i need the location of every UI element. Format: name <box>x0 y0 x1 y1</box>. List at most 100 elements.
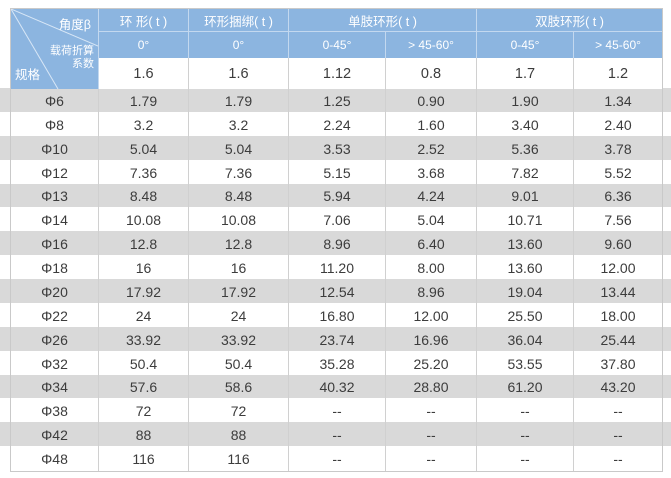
value-cell: -- <box>386 447 477 471</box>
value-cell: 24 <box>189 303 289 328</box>
spec-cell: Φ8 <box>11 112 99 137</box>
value-cell: 8.96 <box>289 232 386 257</box>
spec-cell: Φ16 <box>11 232 99 257</box>
table-row: Φ16 12.8 12.8 8.96 6.40 13.60 9.60 <box>11 232 662 257</box>
load-coefficient-label: 载荷折算 系数 <box>50 45 94 70</box>
stripe-band <box>0 326 671 351</box>
value-cell: 33.92 <box>189 327 289 352</box>
value-cell: 2.40 <box>604 116 632 133</box>
table-row: Φ22 24 24 16.80 12.00 25.50 18.00 <box>11 303 662 328</box>
spec-cell: Φ34 <box>11 375 99 400</box>
corner-header-cell: 角度β 载荷折算 系数 规格 <box>11 9 99 89</box>
spec-cell: Φ10 <box>11 136 99 161</box>
value-cell: 16 <box>99 256 189 280</box>
value-cell: 12.8 <box>99 232 189 257</box>
stripe-band <box>0 374 671 399</box>
table-row: Φ12 7.36 7.36 5.15 3.68 7.82 5.52 <box>11 160 662 185</box>
value-cell: 8.48 <box>99 184 189 209</box>
stripe-band <box>0 422 671 447</box>
value-cell: -- <box>289 423 386 448</box>
spec-cell: Φ18 <box>11 256 99 280</box>
value-cell: 1.79 <box>99 89 189 113</box>
coefficient-cell: 0.8 <box>386 58 477 89</box>
value-cell: 18.00 <box>600 307 636 324</box>
value-cell: 1.34 <box>604 92 632 109</box>
table-row: Φ10 5.04 5.04 3.53 2.52 5.36 3.78 <box>11 136 662 161</box>
spec-cell: Φ22 <box>11 303 99 328</box>
value-cell: 3.2 <box>189 112 289 137</box>
value-cell: 19.04 <box>477 280 574 304</box>
value-cell: 35.28 <box>289 351 386 376</box>
value-cell: 7.06 <box>289 208 386 233</box>
value-cell: 43.20 <box>600 379 636 396</box>
col-group-ring: 环 形( t ) <box>99 9 189 32</box>
value-cell: 1.60 <box>386 112 477 137</box>
value-cell: 7.36 <box>99 160 189 185</box>
value-cell: 7.82 <box>477 160 574 185</box>
value-cell: 116 <box>189 447 289 471</box>
value-cell: 9.60 <box>604 236 632 253</box>
value-cell: 11.20 <box>289 256 386 280</box>
col-group-single-leg-ring: 单肢环形( t ) <box>289 9 477 32</box>
spec-cell: Φ48 <box>11 447 99 471</box>
value-cell: 16.80 <box>289 303 386 328</box>
spec-corner-label: 规格 <box>15 68 41 82</box>
value-cell: 58.6 <box>189 375 289 400</box>
value-cell: 7.36 <box>189 160 289 185</box>
table-row: Φ8 3.2 3.2 2.24 1.60 3.40 2.40 <box>11 112 662 137</box>
value-cell: 37.80 <box>600 355 636 372</box>
coefficient-cell: 1.2 <box>574 58 662 89</box>
spec-cell: Φ32 <box>11 351 99 376</box>
load-spec-table: 角度β 载荷折算 系数 规格 环 形( t ) 环形捆绑( t ) 单肢环形( … <box>10 8 663 472</box>
table-body: Φ6 1.79 1.79 1.25 0.90 1.90 1.34 Φ8 3.2 3.2 2.24 1.… <box>11 89 662 471</box>
value-cell: 3.53 <box>289 136 386 161</box>
value-cell: 2.52 <box>386 136 477 161</box>
value-cell: 33.92 <box>99 327 189 352</box>
value-cell: 36.04 <box>477 327 574 352</box>
value-cell: 72 <box>99 399 189 424</box>
diagonal-divider-lines <box>11 9 98 89</box>
table-row: Φ18 16 16 11.20 8.00 13.60 12.00 <box>11 256 662 280</box>
value-cell: 25.20 <box>386 351 477 376</box>
value-cell: 10.71 <box>477 208 574 233</box>
value-cell: 50.4 <box>99 351 189 376</box>
spec-cell: Φ42 <box>11 423 99 448</box>
value-cell: 5.04 <box>99 136 189 161</box>
spec-cell: Φ13 <box>11 184 99 209</box>
value-cell: 13.60 <box>477 232 574 257</box>
value-cell: 13.44 <box>600 283 636 300</box>
value-cell: 3.78 <box>604 140 632 157</box>
angle-beta-label: 角度β <box>58 18 91 32</box>
value-cell: 3.40 <box>477 112 574 137</box>
value-cell: 61.20 <box>477 375 574 400</box>
value-cell: 12.00 <box>386 303 477 328</box>
value-cell: -- <box>289 399 386 424</box>
value-cell: 8.00 <box>386 256 477 280</box>
value-cell: 3.2 <box>99 112 189 137</box>
spec-cell: Φ14 <box>11 208 99 233</box>
table-row: Φ42 88 88 -- -- -- -- <box>11 423 662 448</box>
value-cell: 8.96 <box>386 280 477 304</box>
value-cell: 40.32 <box>289 375 386 400</box>
value-cell: 50.4 <box>189 351 289 376</box>
value-cell: 25.44 <box>600 331 636 348</box>
value-cell: 5.04 <box>386 208 477 233</box>
value-cell: 5.94 <box>289 184 386 209</box>
value-cell: -- <box>386 423 477 448</box>
stripe-band <box>0 135 671 160</box>
value-cell: 5.04 <box>189 136 289 161</box>
value-cell: -- <box>613 451 623 468</box>
value-cell: 6.40 <box>386 232 477 257</box>
table-row: Φ48 116 116 -- -- -- -- <box>11 447 662 471</box>
table-row: Φ26 33.92 33.92 23.74 16.96 36.04 25.44 <box>11 327 662 352</box>
spec-cell: Φ6 <box>11 89 99 113</box>
value-cell: 1.79 <box>189 89 289 113</box>
value-cell: 28.80 <box>386 375 477 400</box>
value-cell: 17.92 <box>99 280 189 304</box>
angle-header: 0-45° <box>477 32 574 58</box>
value-cell: 24 <box>99 303 189 328</box>
spec-cell: Φ38 <box>11 399 99 424</box>
value-cell: 13.60 <box>477 256 574 280</box>
value-cell: 9.01 <box>477 184 574 209</box>
